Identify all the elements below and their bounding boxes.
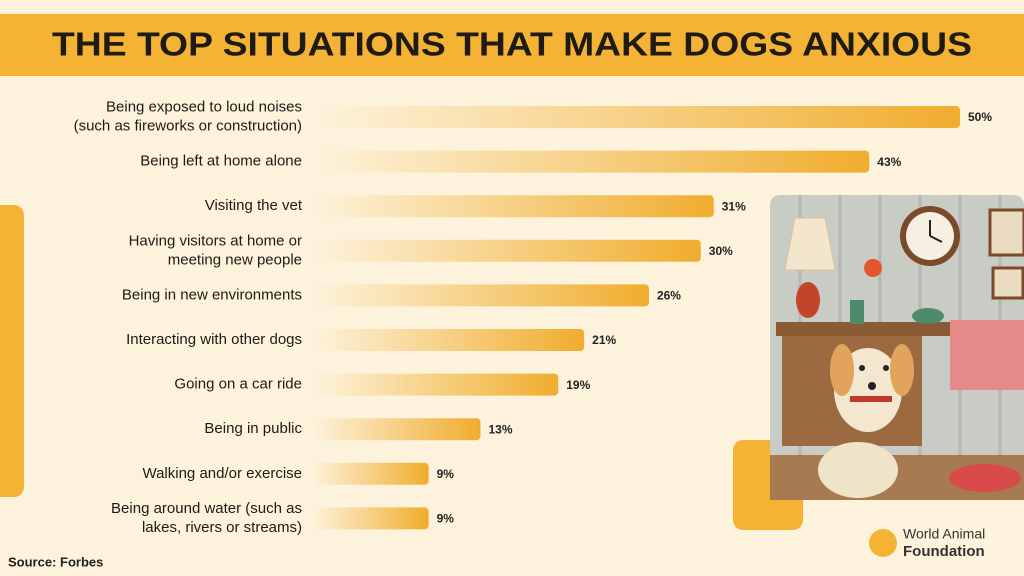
value-label: 9% xyxy=(437,512,455,526)
value-label: 26% xyxy=(657,289,681,303)
value-label: 50% xyxy=(968,110,992,124)
category-label: Being around water (such as lakes, rivers… xyxy=(111,500,302,536)
bar xyxy=(312,329,585,351)
bar xyxy=(312,373,559,396)
category-label: Being in public xyxy=(204,420,302,437)
category-label: Going on a car ride xyxy=(174,376,302,393)
source: Source: Forbes xyxy=(8,554,103,569)
category-label: Being exposed to loud noises (such as fir… xyxy=(74,98,302,134)
illustration xyxy=(733,195,1024,530)
logo-icon xyxy=(869,529,897,557)
category-label: Interacting with other dogs xyxy=(126,331,302,348)
logo-line1: World Animal xyxy=(903,526,985,542)
value-label: 13% xyxy=(488,422,512,436)
bar xyxy=(312,150,870,173)
category-label: Walking and/or exercise xyxy=(142,465,302,482)
category-label: Being in new environments xyxy=(122,286,302,303)
bar xyxy=(312,284,649,307)
value-label: 30% xyxy=(709,244,733,258)
bar xyxy=(312,462,429,485)
bar xyxy=(312,507,429,530)
category-label: Being left at home alone xyxy=(140,153,302,170)
value-label: 21% xyxy=(592,333,616,347)
accent-bar xyxy=(0,205,24,497)
bar xyxy=(312,106,960,128)
value-label: 19% xyxy=(566,378,590,392)
title-banner xyxy=(0,14,1024,76)
category-label: Visiting the vet xyxy=(205,197,303,214)
category-label: Having visitors at home or meeting new pe… xyxy=(129,232,302,268)
value-label: 9% xyxy=(437,467,455,481)
chart-title: THE TOP SITUATIONS THAT MAKE DOGS ANXIOU… xyxy=(52,26,972,63)
value-label: 31% xyxy=(722,199,746,213)
bar xyxy=(312,195,714,218)
bar xyxy=(312,418,481,441)
logo-line2: Foundation xyxy=(903,543,985,560)
value-label: 43% xyxy=(877,155,901,169)
bar xyxy=(312,239,701,262)
